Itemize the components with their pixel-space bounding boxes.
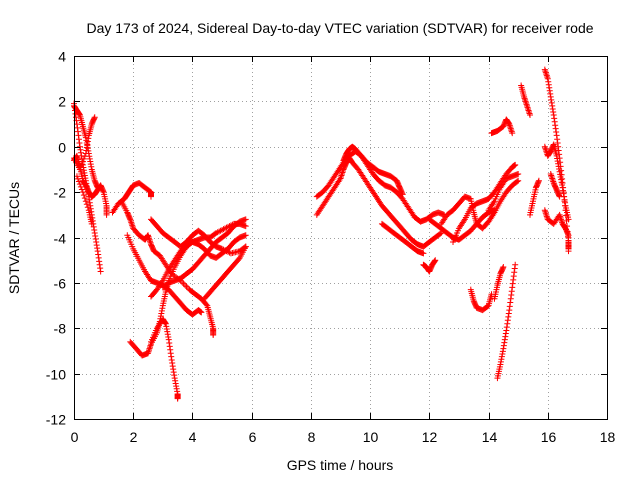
series-track-13: [159, 216, 249, 291]
y-tick-label: -6: [54, 276, 67, 292]
x-tick-label: 12: [422, 429, 438, 445]
series-track-05: [73, 173, 95, 227]
data-point: [80, 155, 87, 162]
series-track-19: [420, 257, 439, 275]
y-tick-labels: 4 2 0 -2 -4 -6 -8 -10 -12: [46, 49, 66, 428]
data-point: [183, 283, 190, 290]
data-point: [76, 181, 83, 188]
series-track-26: [494, 261, 519, 382]
data-point: [75, 178, 82, 185]
x-tick-label: 6: [249, 429, 257, 445]
data-point: [94, 184, 101, 191]
series-track-29: [527, 177, 542, 218]
x-tick-label: 0: [71, 429, 79, 445]
series-track-15: [313, 155, 445, 250]
y-tick-label: -10: [46, 367, 66, 383]
data-point: [81, 195, 88, 202]
data-point: [83, 201, 90, 208]
series-track-32: [541, 207, 572, 255]
series-track-24: [485, 170, 522, 214]
x-tick-label: 2: [130, 429, 138, 445]
data-point: [203, 301, 210, 308]
x-tick-label: 4: [189, 429, 197, 445]
series-track-21: [438, 177, 522, 232]
data-point: [484, 303, 491, 310]
data-point: [198, 309, 205, 316]
data-point: [242, 232, 249, 239]
x-tick-label: 16: [541, 429, 557, 445]
x-tick-label: 14: [482, 429, 498, 445]
data-point: [77, 183, 84, 190]
data-point: [565, 248, 572, 255]
data-point: [235, 256, 242, 263]
y-tick-label: -12: [46, 412, 66, 428]
data-point: [76, 166, 83, 173]
data-point: [180, 280, 187, 287]
data-point: [84, 204, 91, 211]
x-tick-label: 8: [308, 429, 316, 445]
data-point: [432, 257, 439, 264]
data-point: [79, 189, 86, 196]
data-point: [420, 250, 427, 257]
data-point: [78, 161, 85, 168]
x-tick-labels: 0 2 4 6 8 10 12 14 16 18: [71, 429, 616, 445]
y-axis-label: SDTVAR / TECUs: [6, 182, 22, 294]
data-point: [91, 114, 98, 121]
data-point: [78, 186, 85, 193]
data-point: [88, 220, 95, 227]
y-tick-label: 4: [58, 49, 66, 65]
data-point: [80, 192, 87, 199]
data-point: [74, 175, 81, 182]
series-track-27: [488, 116, 516, 137]
series-track-06: [109, 180, 154, 216]
data-point: [527, 111, 534, 118]
data-point: [210, 332, 217, 339]
x-axis-label: GPS time / hours: [287, 457, 394, 473]
data-point: [565, 216, 572, 223]
data-point: [437, 230, 444, 237]
x-tick-label: 10: [363, 429, 379, 445]
data-point: [556, 193, 563, 200]
series-track-11: [147, 316, 181, 402]
data-point: [77, 163, 84, 170]
x-tick-label: 18: [600, 429, 616, 445]
data-point: [242, 243, 249, 250]
series-track-33: [547, 170, 563, 200]
data-point: [97, 268, 104, 275]
series-track-25: [491, 263, 507, 302]
axis-ticks: [74, 56, 608, 420]
y-tick-label: 0: [58, 140, 66, 156]
series-track-03: [71, 114, 98, 173]
data-point: [515, 170, 522, 177]
data-point: [147, 193, 154, 200]
series-track-31: [541, 141, 572, 223]
data-point: [509, 130, 516, 137]
series-track-28: [518, 82, 534, 118]
chart-title: Day 173 of 2024, Sidereal Day-to-day VTE…: [86, 20, 593, 36]
data-point: [174, 395, 181, 402]
series-track-23: [467, 286, 495, 314]
data-point: [515, 177, 522, 184]
data-point: [512, 161, 519, 168]
data-point: [514, 178, 521, 185]
data-point: [242, 223, 249, 230]
data-point: [512, 261, 519, 268]
data-point: [82, 198, 89, 205]
series-track-20: [426, 207, 498, 243]
series-track-17: [340, 143, 406, 198]
y-tick-label: -8: [54, 321, 67, 337]
data-point: [535, 177, 542, 184]
data-marks: [71, 66, 572, 402]
data-point: [79, 158, 86, 165]
series-track-18: [378, 220, 427, 257]
data-point: [500, 263, 507, 270]
y-tick-label: -2: [54, 185, 67, 201]
data-point: [103, 211, 110, 218]
data-point: [399, 191, 406, 198]
y-tick-label: -4: [54, 231, 67, 247]
data-point: [242, 216, 249, 223]
y-tick-label: 2: [58, 94, 66, 110]
series-track-14: [201, 243, 249, 302]
